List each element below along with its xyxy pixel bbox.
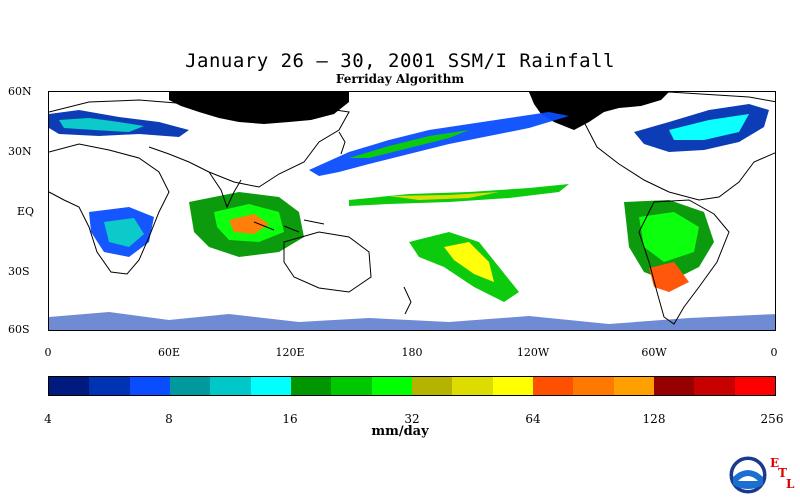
colorbar-swatch-0 [49,377,90,395]
etl-letter-e: E [770,456,780,470]
colorbar-swatch-1 [89,377,130,395]
polar-mask [169,92,669,130]
colorbar-label-16: 16 [282,412,298,426]
colorbar-swatch-8 [371,377,412,395]
coastlines [49,92,775,325]
etl-letter-l: L [786,477,795,491]
etl-letter-t: T [778,466,787,480]
colorbar-swatch-9 [411,377,453,395]
lon-label-0: 0 [44,346,52,359]
lon-label-0-end: 0 [770,346,778,359]
lat-label-eq: EQ [17,205,35,218]
rainfall-map [48,91,776,331]
colorbar-label-128: 128 [642,412,666,426]
lon-label-120w: 120W [516,346,550,359]
colorbar-swatch-4 [210,377,251,395]
map-title: January 26 – 30, 2001 SSM/I Rainfall [185,50,615,72]
colorbar-swatch-6 [290,377,332,395]
colorbar-swatch-17 [734,377,775,395]
colorbar-swatch-2 [129,377,170,395]
map-canvas [49,92,775,330]
lat-label-30s: 30S [8,265,30,278]
colorbar-swatch-13 [573,377,614,395]
colorbar-label-64: 64 [525,412,541,426]
noaa-logo [728,455,768,495]
lat-label-60n: 60N [8,85,32,98]
colorbar-swatch-5 [250,377,291,395]
lon-label-180: 180 [401,346,423,359]
colorbar-units: mm/day [371,424,429,439]
lon-label-60e: 60E [157,346,181,359]
colorbar-label-32: 32 [404,412,420,426]
map-subtitle: Ferriday Algorithm [335,72,465,86]
lat-label-30n: 30N [8,145,32,158]
colorbar-swatch-12 [532,377,574,395]
colorbar-swatch-16 [694,377,735,395]
rainfall-field [49,104,775,330]
colorbar-swatch-11 [492,377,533,395]
colorbar-swatch-3 [169,377,211,395]
lat-label-60s: 60S [8,323,30,336]
colorbar-label-4: 4 [44,412,52,426]
colorbar-swatch-14 [613,377,654,395]
colorbar-label-8: 8 [165,412,173,426]
colorbar-swatch-15 [653,377,695,395]
colorbar-swatch-7 [331,377,372,395]
lon-label-60w: 60W [641,346,667,359]
colorbar-swatch-10 [452,377,493,395]
colorbar-label-256: 256 [760,412,784,426]
colorbar [48,376,776,396]
lon-label-120e: 120E [275,346,305,359]
